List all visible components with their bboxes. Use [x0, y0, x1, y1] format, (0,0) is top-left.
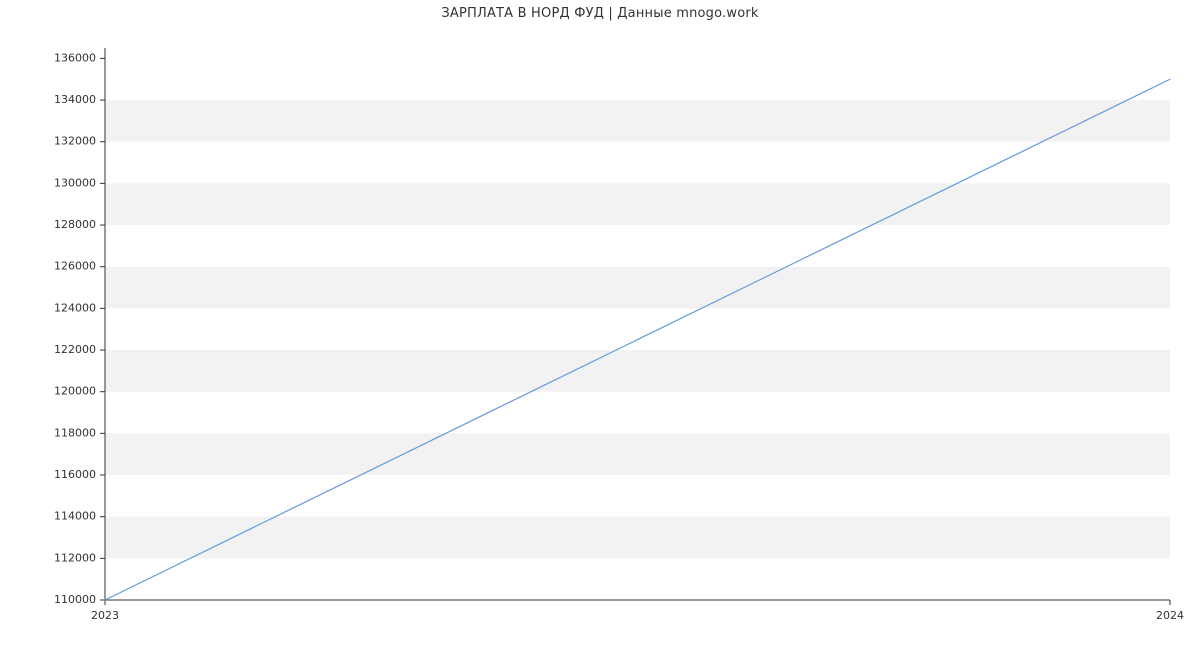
svg-text:120000: 120000 [54, 385, 96, 398]
svg-text:122000: 122000 [54, 343, 96, 356]
svg-text:130000: 130000 [54, 176, 96, 189]
svg-text:126000: 126000 [54, 260, 96, 273]
svg-text:116000: 116000 [54, 468, 96, 481]
svg-text:134000: 134000 [54, 93, 96, 106]
chart-canvas: 110000 112000 114000 116000 118000 120000 1220… [0, 0, 1200, 650]
svg-text:2024: 2024 [1156, 609, 1184, 622]
svg-text:132000: 132000 [54, 135, 96, 148]
chart-title: ЗАРПЛАТА В НОРД ФУД | Данные mnogo.work [0, 6, 1200, 21]
svg-text:118000: 118000 [54, 426, 96, 439]
svg-text:2023: 2023 [91, 609, 119, 622]
svg-text:112000: 112000 [54, 551, 96, 564]
svg-text:110000: 110000 [54, 593, 96, 606]
svg-text:136000: 136000 [54, 51, 96, 64]
svg-text:114000: 114000 [54, 510, 96, 523]
salary-line-chart: ЗАРПЛАТА В НОРД ФУД | Данные mnogo.work … [0, 0, 1200, 650]
svg-text:124000: 124000 [54, 301, 96, 314]
svg-text:128000: 128000 [54, 218, 96, 231]
